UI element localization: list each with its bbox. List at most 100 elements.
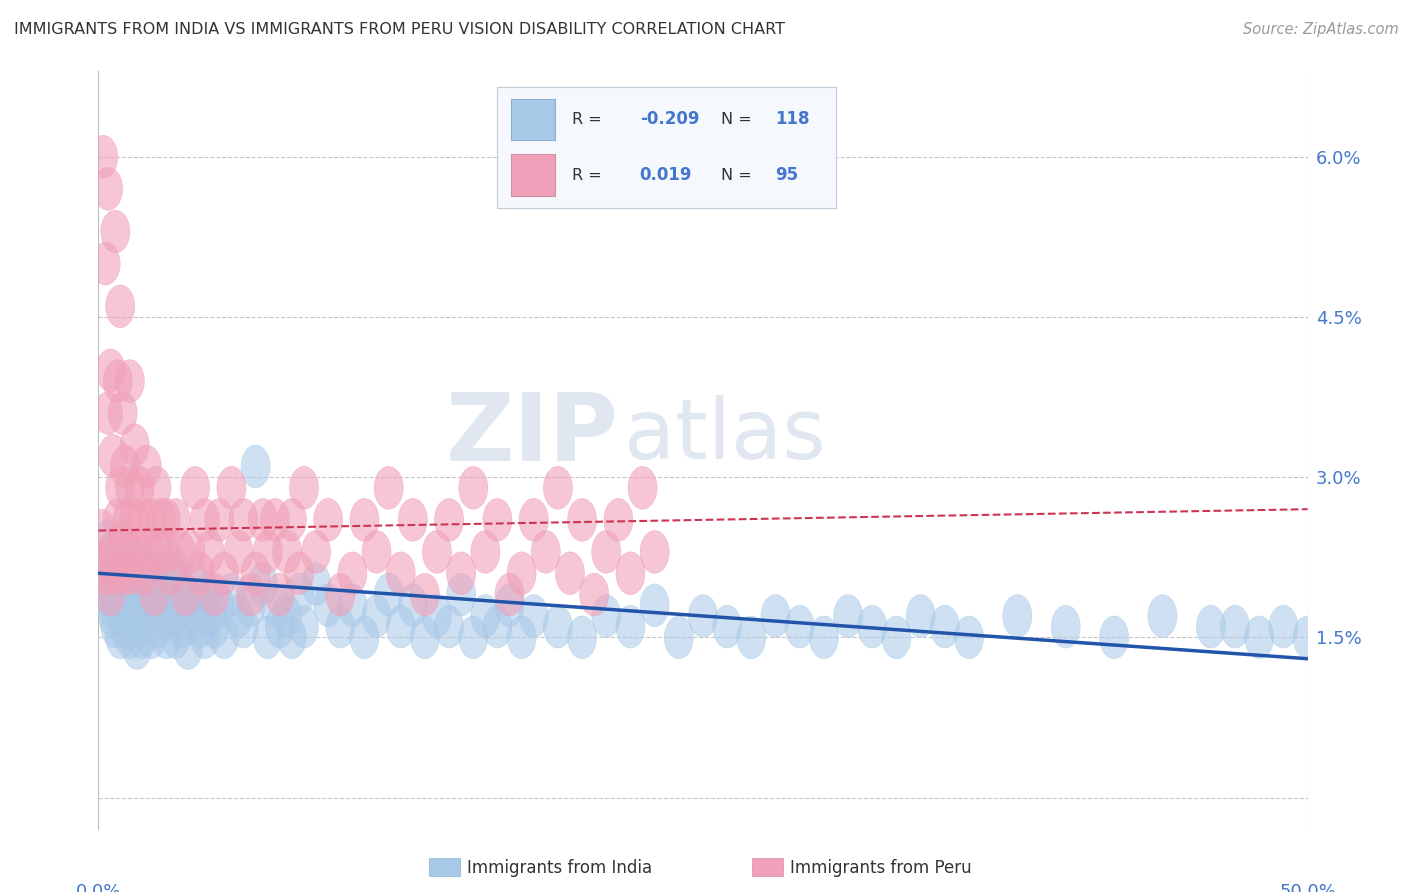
- Ellipse shape: [249, 499, 277, 541]
- Ellipse shape: [120, 424, 149, 467]
- Ellipse shape: [374, 467, 404, 509]
- Ellipse shape: [91, 243, 120, 285]
- Ellipse shape: [89, 541, 118, 584]
- Ellipse shape: [905, 595, 935, 638]
- Ellipse shape: [149, 595, 179, 638]
- Ellipse shape: [361, 595, 391, 638]
- Ellipse shape: [350, 616, 380, 658]
- Ellipse shape: [253, 531, 283, 574]
- Ellipse shape: [96, 563, 125, 606]
- Ellipse shape: [568, 616, 596, 658]
- Ellipse shape: [628, 467, 657, 509]
- Ellipse shape: [111, 552, 139, 595]
- Ellipse shape: [810, 616, 838, 658]
- Ellipse shape: [236, 584, 266, 627]
- Ellipse shape: [142, 584, 172, 627]
- Ellipse shape: [120, 606, 149, 648]
- Ellipse shape: [120, 541, 149, 584]
- Ellipse shape: [240, 445, 270, 488]
- Ellipse shape: [98, 434, 128, 477]
- Ellipse shape: [129, 563, 159, 606]
- Ellipse shape: [112, 531, 142, 574]
- Ellipse shape: [89, 541, 118, 584]
- Ellipse shape: [253, 616, 283, 658]
- Ellipse shape: [592, 531, 621, 574]
- Ellipse shape: [240, 552, 270, 595]
- Ellipse shape: [200, 606, 229, 648]
- Ellipse shape: [146, 563, 176, 606]
- Ellipse shape: [103, 584, 132, 627]
- Ellipse shape: [508, 552, 536, 595]
- Ellipse shape: [115, 584, 145, 627]
- Ellipse shape: [882, 616, 911, 658]
- Ellipse shape: [108, 392, 138, 434]
- Ellipse shape: [350, 499, 380, 541]
- Ellipse shape: [387, 552, 415, 595]
- Ellipse shape: [229, 606, 259, 648]
- Ellipse shape: [398, 499, 427, 541]
- Ellipse shape: [155, 574, 183, 616]
- Ellipse shape: [434, 606, 464, 648]
- Ellipse shape: [176, 595, 205, 638]
- Ellipse shape: [543, 467, 572, 509]
- Ellipse shape: [105, 563, 135, 606]
- Ellipse shape: [145, 531, 173, 574]
- Ellipse shape: [120, 499, 149, 541]
- Ellipse shape: [471, 531, 501, 574]
- Ellipse shape: [640, 584, 669, 627]
- Ellipse shape: [101, 606, 129, 648]
- Ellipse shape: [273, 531, 301, 574]
- Ellipse shape: [108, 520, 138, 563]
- Ellipse shape: [205, 499, 233, 541]
- Ellipse shape: [616, 552, 645, 595]
- Ellipse shape: [834, 595, 863, 638]
- Ellipse shape: [1268, 606, 1298, 648]
- Ellipse shape: [387, 606, 415, 648]
- Ellipse shape: [122, 531, 152, 574]
- Ellipse shape: [125, 552, 155, 595]
- Ellipse shape: [290, 606, 319, 648]
- Ellipse shape: [422, 531, 451, 574]
- Ellipse shape: [103, 359, 132, 402]
- Ellipse shape: [111, 552, 139, 595]
- Text: ZIP: ZIP: [446, 389, 619, 482]
- Ellipse shape: [139, 574, 169, 616]
- Ellipse shape: [858, 606, 887, 648]
- Ellipse shape: [1197, 606, 1226, 648]
- Ellipse shape: [101, 552, 129, 595]
- Ellipse shape: [1052, 606, 1080, 648]
- Ellipse shape: [337, 584, 367, 627]
- Ellipse shape: [434, 499, 464, 541]
- Ellipse shape: [260, 584, 290, 627]
- Ellipse shape: [931, 606, 959, 648]
- Ellipse shape: [301, 531, 330, 574]
- Ellipse shape: [260, 499, 290, 541]
- Ellipse shape: [101, 211, 129, 253]
- Ellipse shape: [616, 606, 645, 648]
- Ellipse shape: [495, 584, 524, 627]
- Text: atlas: atlas: [624, 395, 827, 475]
- Ellipse shape: [91, 574, 120, 616]
- Ellipse shape: [156, 541, 186, 584]
- Ellipse shape: [277, 499, 307, 541]
- Ellipse shape: [519, 499, 548, 541]
- Ellipse shape: [640, 531, 669, 574]
- Ellipse shape: [284, 552, 314, 595]
- Ellipse shape: [411, 574, 440, 616]
- Ellipse shape: [188, 584, 217, 627]
- Ellipse shape: [146, 499, 176, 541]
- Text: 0.0%: 0.0%: [76, 883, 121, 892]
- Ellipse shape: [115, 616, 145, 658]
- Ellipse shape: [115, 359, 145, 402]
- Ellipse shape: [337, 552, 367, 595]
- Ellipse shape: [195, 531, 224, 574]
- Ellipse shape: [361, 531, 391, 574]
- Ellipse shape: [689, 595, 717, 638]
- Ellipse shape: [314, 584, 343, 627]
- Ellipse shape: [96, 574, 125, 616]
- Ellipse shape: [96, 584, 125, 627]
- Ellipse shape: [229, 499, 259, 541]
- Text: 50.0%: 50.0%: [1279, 883, 1336, 892]
- Ellipse shape: [217, 467, 246, 509]
- Ellipse shape: [159, 595, 188, 638]
